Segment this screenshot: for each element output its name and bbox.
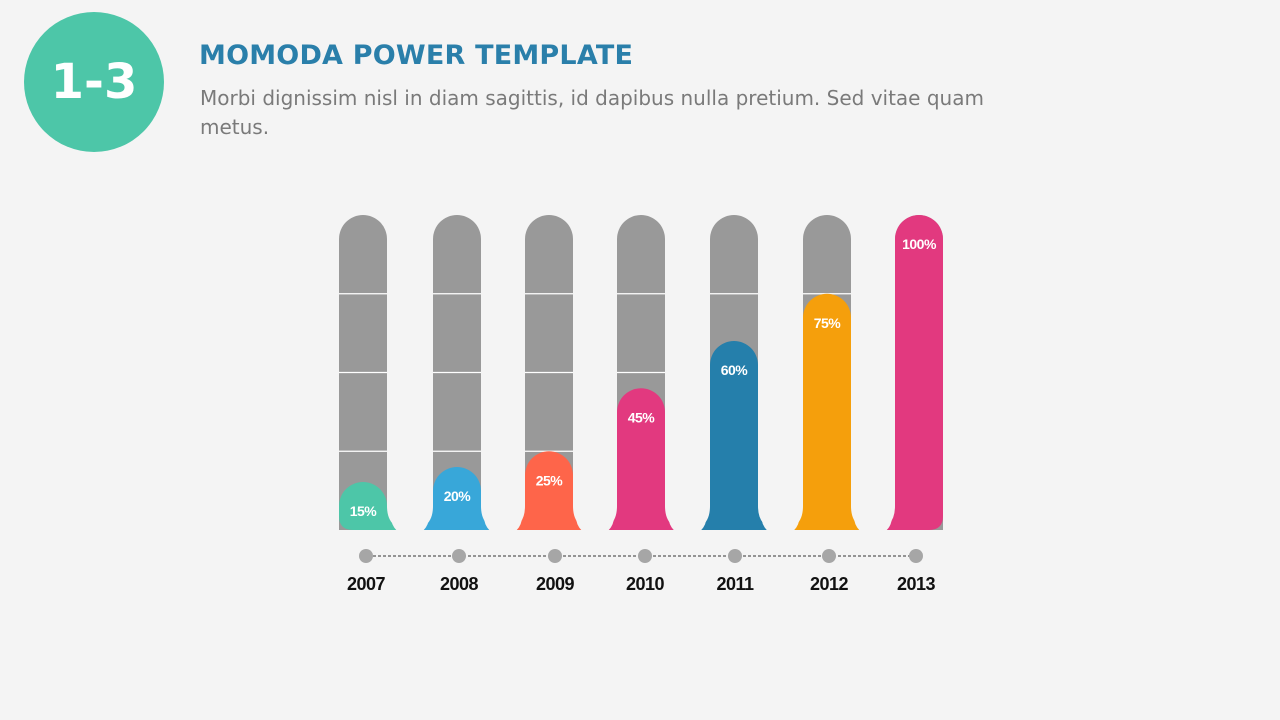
timeline-dot-2012 [822, 549, 836, 563]
bar-2011 [686, 341, 782, 530]
data-label-2009: 25% [536, 472, 564, 488]
data-label-2011: 60% [721, 362, 749, 378]
x-tick-label-2007: 2007 [347, 574, 386, 594]
data-label-2007: 15% [350, 503, 378, 519]
bar-gap [391, 498, 429, 536]
data-label-2013: 100% [902, 236, 937, 252]
bar-2009 [501, 451, 597, 530]
bar-gap [761, 498, 800, 536]
slide-title: MOMODA POWER TEMPLATE [199, 40, 634, 71]
bar-gap [484, 498, 522, 536]
x-tick-label-2011: 2011 [716, 574, 754, 594]
bar-2013 [871, 215, 943, 530]
bar-2007 [339, 482, 411, 530]
data-label-2010: 45% [628, 409, 656, 425]
slide-subtitle: Morbi dignissim nisl in diam sagittis, i… [200, 86, 984, 139]
bar-2012 [779, 293, 875, 530]
timeline-dot-2011 [728, 549, 742, 563]
timeline-dot-2008 [452, 549, 466, 563]
timeline-dot-2007 [359, 549, 373, 563]
bar-gap [854, 498, 892, 536]
timeline-dot-2010 [638, 549, 652, 563]
x-tick-label-2013: 2013 [897, 574, 936, 594]
data-label-2012: 75% [814, 315, 842, 331]
bar-2008 [409, 467, 505, 530]
slide-number-badge: 1-3 [24, 12, 164, 152]
x-tick-label-2009: 2009 [536, 574, 575, 594]
timeline-dot-2009 [548, 549, 562, 563]
data-label-2008: 20% [444, 488, 472, 504]
x-tick-label-2012: 2012 [810, 574, 849, 594]
bar-gap [668, 498, 707, 536]
bar-2010 [593, 388, 689, 530]
bar-gap [576, 498, 614, 536]
x-tick-label-2008: 2008 [440, 574, 479, 594]
x-tick-label-2010: 2010 [626, 574, 665, 594]
timeline-dot-2013 [909, 549, 923, 563]
